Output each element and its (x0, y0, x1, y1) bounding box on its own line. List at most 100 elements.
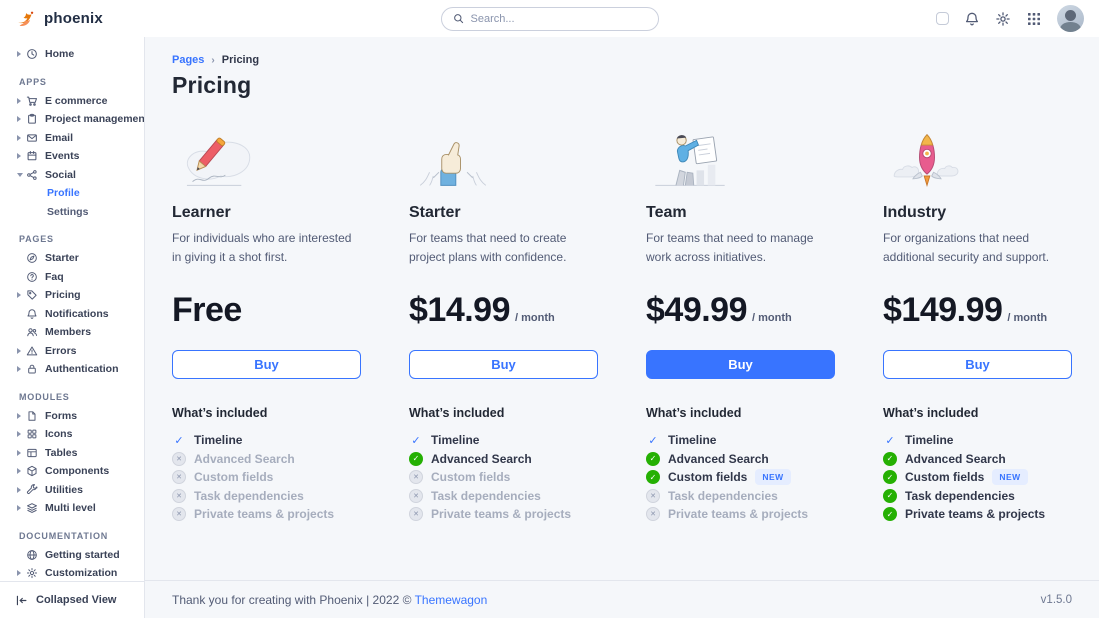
feature-list: Timeline Advanced Search Custom fields N… (646, 431, 835, 524)
breadcrumb-separator: › (211, 54, 215, 66)
plan-card-starter: Starter For teams that need to create pr… (409, 129, 598, 524)
user-avatar[interactable] (1057, 5, 1084, 32)
chevron-right-icon (17, 292, 26, 298)
feature-row: Timeline (172, 431, 361, 450)
feature-row: Timeline (646, 431, 835, 450)
price-period: / month (515, 312, 555, 324)
feature-state-icon (883, 507, 897, 522)
feature-state-icon (883, 433, 897, 447)
sidebar-item-events[interactable]: Events (17, 147, 144, 166)
settings-gear-icon[interactable] (995, 11, 1011, 27)
footer-credit: Thank you for creating with Phoenix | 20… (172, 593, 487, 607)
sidebar-item-utilities[interactable]: Utilities (17, 481, 144, 500)
feature-row: Advanced Search (646, 450, 835, 469)
themewagon-link[interactable]: Themewagon (414, 592, 488, 607)
sidebar-item-email[interactable]: Email (17, 129, 144, 148)
feature-state-icon (646, 470, 660, 485)
sidebar-item-customization[interactable]: Customization (17, 564, 144, 581)
feature-row: Advanced Search (172, 450, 361, 469)
plan-card-industry: Industry For organizations that need add… (883, 129, 1072, 524)
whats-included-heading: What’s included (409, 406, 505, 420)
gear-icon (26, 567, 38, 579)
buy-button[interactable]: Buy (646, 350, 835, 379)
feature-row: Custom fields NEW (646, 468, 835, 487)
sidebar-item-errors[interactable]: Errors (17, 342, 144, 361)
sidebar-item-tables[interactable]: Tables (17, 444, 144, 463)
feature-state-icon (409, 433, 423, 447)
sidebar-item-authentication[interactable]: Authentication (17, 360, 144, 379)
plan-description: For individuals who are interested in gi… (172, 231, 352, 264)
starter-illustration (409, 129, 598, 191)
new-badge: NEW (755, 469, 791, 486)
search-input[interactable] (470, 12, 647, 25)
feature-row: Private teams & projects (409, 505, 598, 524)
cube-icon (26, 465, 38, 477)
logo-text: phoenix (44, 10, 103, 27)
team-illustration (646, 129, 835, 191)
price-period: / month (1007, 312, 1048, 324)
buy-button[interactable]: Buy (172, 350, 361, 379)
search-bar[interactable] (440, 6, 659, 31)
sidebar-item-pricing[interactable]: Pricing (17, 286, 144, 305)
chevron-right-icon (17, 431, 26, 437)
chevron-right-icon (17, 468, 26, 474)
feature-row: Task dependencies (883, 487, 1072, 506)
plan-price: $149.99 / month (883, 291, 1072, 335)
feature-list: Timeline Advanced Search Custom fields N… (883, 431, 1072, 524)
sidebar-item-home[interactable]: Home (17, 45, 144, 64)
theme-toggle[interactable] (936, 12, 949, 25)
sidebar-item-starter[interactable]: Starter (17, 249, 144, 268)
buy-button[interactable]: Buy (883, 350, 1072, 379)
sidebar-item-forms[interactable]: Forms (17, 407, 144, 426)
sidebar-item-icons[interactable]: Icons (17, 425, 144, 444)
chevron-right-icon (17, 413, 26, 419)
top-navbar: phoenix (0, 0, 1099, 37)
feature-row: Timeline (409, 431, 598, 450)
sidebar-item-multi-level[interactable]: Multi level (17, 499, 144, 518)
chevron-right-icon (17, 450, 26, 456)
plan-description: For teams that need to manage work acros… (646, 231, 814, 264)
question-circle-icon (26, 271, 38, 283)
wrench-icon (26, 484, 38, 496)
phoenix-logo[interactable]: phoenix (15, 8, 103, 30)
envelope-icon (26, 132, 38, 144)
feature-row: Private teams & projects (172, 505, 361, 524)
sidebar-item-members[interactable]: Members (17, 323, 144, 342)
price-value: $149.99 (883, 291, 1003, 329)
sidebar-item-notifications[interactable]: Notifications (17, 305, 144, 324)
file-icon (26, 410, 38, 422)
notifications-bell-icon[interactable] (964, 11, 980, 27)
sidebar-section-documentation: DOCUMENTATION (19, 530, 109, 541)
sidebar-item-project-management[interactable]: Project management (17, 110, 144, 129)
chevron-right-icon (17, 505, 26, 511)
sidebar-item-faq[interactable]: Faq (17, 268, 144, 287)
feature-state-icon (409, 488, 423, 503)
tag-icon (26, 289, 38, 301)
globe-icon (26, 549, 38, 561)
main-content: Pages › Pricing Pricing (145, 37, 1099, 618)
feature-state-icon (172, 433, 186, 447)
collapsed-view-button[interactable]: Collapsed View (0, 581, 144, 618)
buy-button[interactable]: Buy (409, 350, 598, 379)
feature-row: Task dependencies (172, 487, 361, 506)
new-badge: NEW (992, 469, 1028, 486)
sidebar-item-profile[interactable]: Profile (47, 187, 80, 200)
feature-row: Custom fields (172, 468, 361, 487)
sidebar-item-getting-started[interactable]: Getting started (17, 546, 144, 565)
table-icon (26, 447, 38, 459)
sidebar-item-e-commerce[interactable]: E commerce (17, 92, 144, 111)
feature-state-icon (409, 451, 423, 466)
sidebar-item-components[interactable]: Components (17, 462, 144, 481)
page-title: Pricing (172, 72, 252, 98)
breadcrumb-pages-link[interactable]: Pages (172, 54, 205, 66)
sidebar-nav: Home APPS E commerce Project management … (0, 37, 144, 581)
feature-state-icon (646, 433, 660, 447)
chevron-right-icon (17, 348, 26, 354)
sidebar-item-social[interactable]: Social (17, 166, 144, 185)
users-icon (26, 326, 38, 338)
apps-grid-icon[interactable] (1026, 11, 1042, 27)
cart-icon (26, 95, 38, 107)
sidebar-item-settings[interactable]: Settings (47, 205, 89, 218)
chevron-down-icon (17, 173, 26, 177)
feature-state-icon (172, 470, 186, 485)
